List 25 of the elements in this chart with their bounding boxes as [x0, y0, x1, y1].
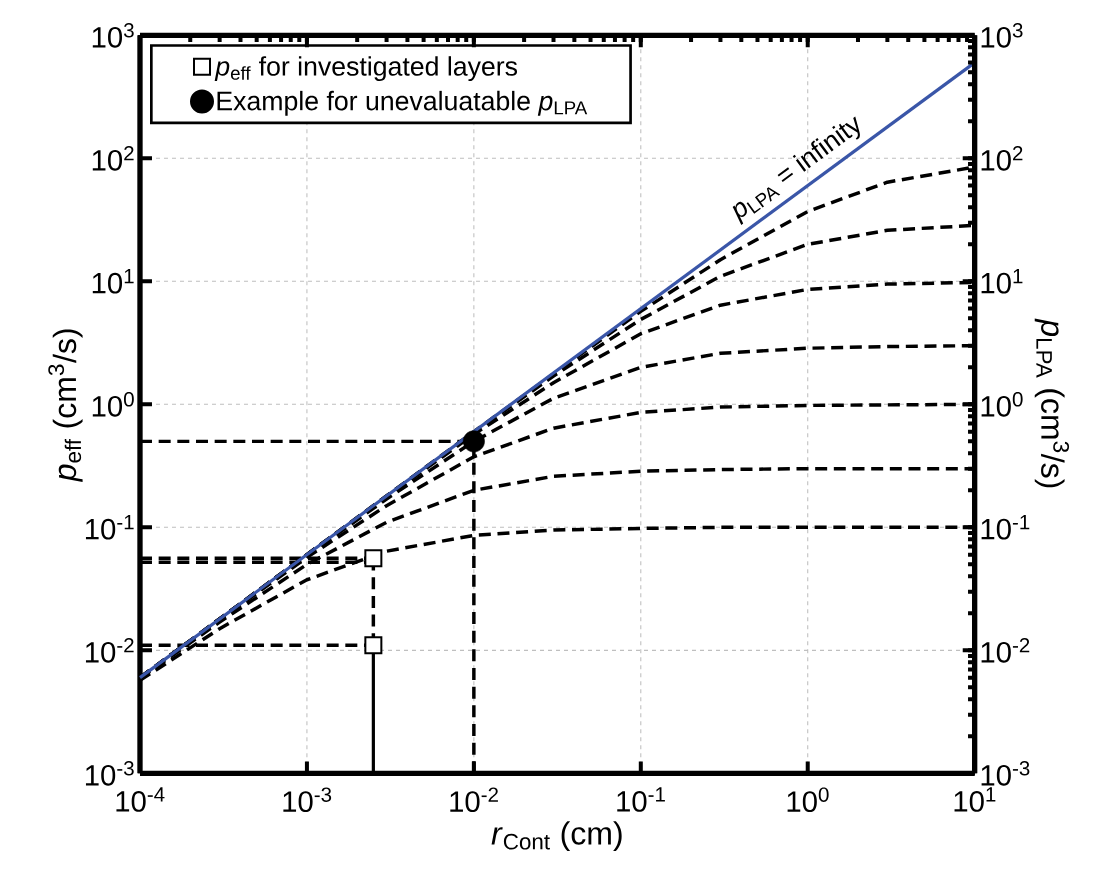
x-tick-label: 10$^{-2}$: [450, 787, 498, 813]
text: 10$^{1}$: [981, 269, 1023, 294]
text: 10$^{-1}$: [981, 515, 1030, 540]
y-tick-label: 10$^{2}$: [92, 146, 134, 171]
text: 10$^{-2}$: [981, 638, 1030, 663]
text: 10$^{3}$: [981, 23, 1023, 48]
text: 10$^{-3}$: [981, 761, 1030, 786]
x-tick-label: 10$^{1}$: [954, 787, 996, 812]
y-tick-label: 10$^{-1}$: [85, 515, 134, 540]
x-tick-label: 10$^{-4}$: [116, 787, 165, 812]
legend-label: p$_{eff}$ for investigated layers: [214, 56, 518, 82]
text: 10$^{2}$: [981, 146, 1023, 171]
x-tick-label: 10$^{-3}$: [283, 787, 332, 813]
y-tick-label: 10$^{-2}$: [85, 638, 134, 663]
y-axis-title: p$_{eff}$ (cm$^{3}$/s): [48, 329, 83, 483]
x-axis-title: r$_{Cont}$ (cm): [491, 821, 622, 852]
y-tick-label: 10$^{3}$: [92, 23, 134, 48]
x-tick-label: 10$^{0}$: [787, 787, 829, 813]
y-tick-label: 10$^{0}$: [92, 392, 134, 417]
text: 10$^{0}$: [981, 392, 1023, 417]
y-tick-label: 10$^{-3}$: [85, 761, 134, 786]
y-tick-label: 10$^{1}$: [92, 269, 134, 294]
y2-axis-title: p$_{LPA}$ (cm$^{3}$/s): [1034, 318, 1070, 488]
x-tick-label: 10$^{-1}$: [617, 787, 665, 812]
legend-label: Example for unevaluatable p$_{LPA}$: [217, 90, 588, 116]
